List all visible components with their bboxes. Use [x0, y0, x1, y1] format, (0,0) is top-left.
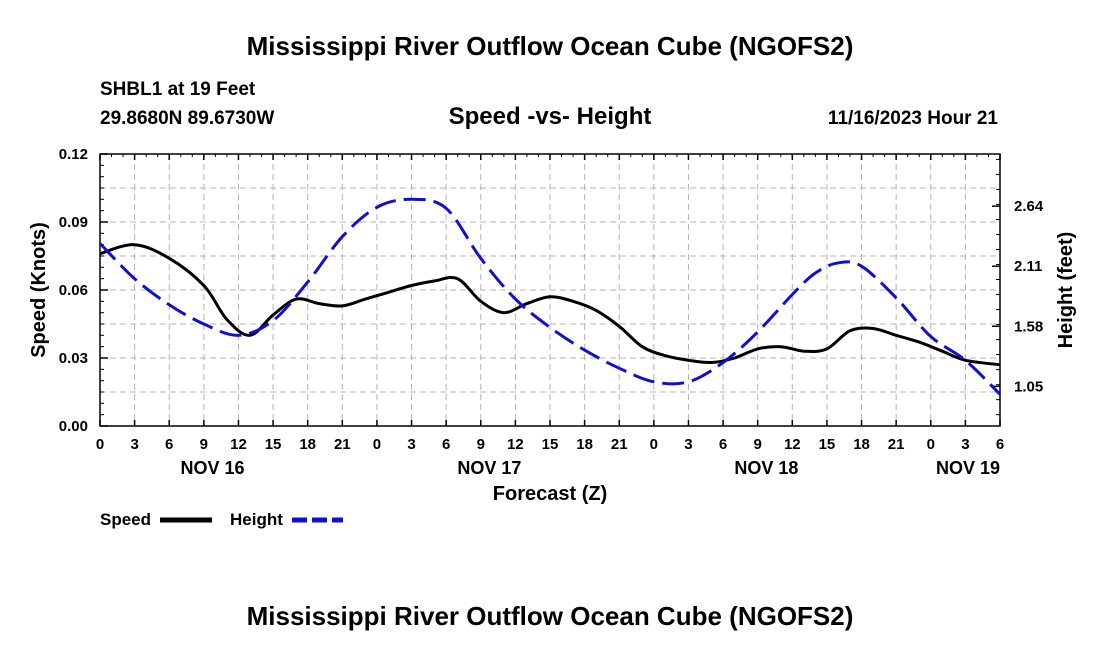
day-labels: NOV 16 NOV 17 NOV 18 NOV 19	[180, 458, 1000, 478]
x-tick-label: 21	[611, 436, 628, 453]
x-tick-label: 3	[130, 436, 138, 453]
chart-title: Mississippi River Outflow Ocean Cube (NG…	[247, 31, 854, 61]
x-tick-label: 15	[819, 436, 836, 453]
x-tick-label: 6	[719, 436, 727, 453]
x-tick-label: 0	[373, 436, 381, 453]
y2-tick-label: 1.05	[1014, 378, 1043, 395]
x-tick-label: 21	[334, 436, 351, 453]
station-label: SHBL1 at 19 Feet	[100, 79, 256, 100]
forecast-datetime: 11/16/2023 Hour 21	[828, 108, 998, 129]
x-tick-label: 12	[784, 436, 801, 453]
x-tick-label: 9	[200, 436, 208, 453]
y2-axis-title: Height (feet)	[1055, 232, 1077, 349]
day-label: NOV 17	[457, 458, 521, 478]
x-tick-label: 18	[299, 436, 316, 453]
y-tick-label: 0.12	[59, 146, 88, 163]
x-tick-label: 9	[754, 436, 762, 453]
x-tick-label: 12	[507, 436, 524, 453]
x-tick-label: 6	[996, 436, 1004, 453]
y-tick-label: 0.06	[59, 282, 88, 299]
x-tick-label: 15	[265, 436, 282, 453]
x-tick-label: 3	[684, 436, 692, 453]
x-tick-label: 12	[230, 436, 247, 453]
grid-lines	[100, 154, 1000, 426]
y-tick-label: 0.09	[59, 214, 88, 231]
x-tick-labels: 0 3 6 9 12 15 18 21 0 3 6 9 12 15 18 21 0 3 6 9 12 15 18 21 0 3 6	[96, 436, 1004, 453]
y-tick-labels: 0.00 0.03 0.06 0.09 0.12	[59, 146, 88, 435]
x-tick-label: 21	[888, 436, 905, 453]
y-tick-label: 0.03	[59, 350, 88, 367]
x-tick-label: 18	[853, 436, 870, 453]
x-axis-title: Forecast (Z)	[493, 483, 607, 505]
x-tick-label: 18	[576, 436, 593, 453]
y2-tick-label: 2.11	[1014, 258, 1042, 275]
x-tick-label: 0	[650, 436, 658, 453]
x-tick-label: 3	[961, 436, 969, 453]
series-group	[98, 197, 1002, 396]
x-tick-label: 15	[542, 436, 559, 453]
chart-subtitle: Speed -vs- Height	[449, 103, 652, 130]
footer-title: Mississippi River Outflow Ocean Cube (NG…	[247, 601, 854, 631]
day-label: NOV 16	[180, 458, 244, 478]
y2-tick-label: 1.58	[1014, 318, 1043, 335]
legend-height-label: Height	[230, 510, 283, 529]
x-tick-label: 3	[407, 436, 415, 453]
x-tick-label: 6	[442, 436, 450, 453]
series-line-speed	[99, 243, 1001, 367]
legend-speed-label: Speed	[100, 510, 151, 529]
y2-tick-label: 2.64	[1014, 198, 1044, 215]
coordinates-label: 29.8680N 89.6730W	[100, 108, 274, 129]
x-tick-label: 0	[96, 436, 104, 453]
series-line-height	[98, 197, 1002, 396]
axis-ticks	[99, 153, 1001, 427]
x-tick-label: 6	[165, 436, 173, 453]
x-tick-label: 9	[477, 436, 485, 453]
x-tick-label: 0	[927, 436, 935, 453]
y-tick-label: 0.00	[59, 418, 88, 435]
day-label: NOV 19	[936, 458, 1000, 478]
y2-tick-labels: 1.05 1.58 2.11 2.64	[1014, 198, 1044, 395]
legend: Speed Height	[100, 510, 343, 529]
day-label: NOV 18	[734, 458, 798, 478]
y-axis-title: Speed (Knots)	[28, 222, 50, 358]
